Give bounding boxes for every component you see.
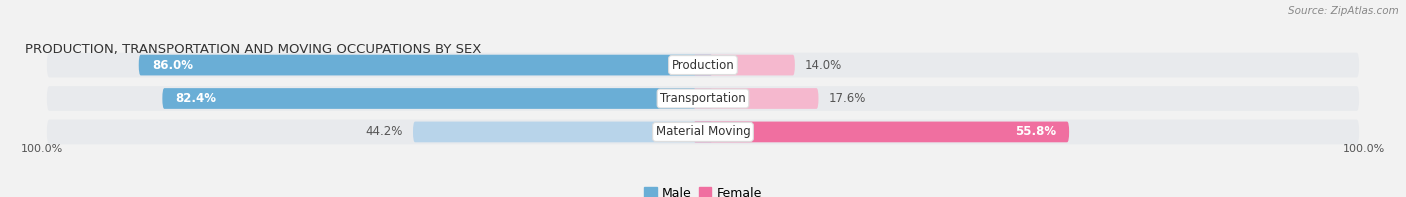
Text: 55.8%: 55.8%: [1015, 125, 1056, 138]
Legend: Male, Female: Male, Female: [640, 182, 766, 197]
FancyBboxPatch shape: [139, 55, 713, 75]
Text: 82.4%: 82.4%: [176, 92, 217, 105]
Text: 86.0%: 86.0%: [152, 59, 193, 72]
FancyBboxPatch shape: [413, 122, 713, 142]
Text: 100.0%: 100.0%: [21, 144, 63, 154]
FancyBboxPatch shape: [162, 88, 713, 109]
FancyBboxPatch shape: [693, 88, 818, 109]
Text: 14.0%: 14.0%: [804, 59, 842, 72]
FancyBboxPatch shape: [46, 86, 1360, 111]
FancyBboxPatch shape: [693, 122, 1069, 142]
Text: PRODUCTION, TRANSPORTATION AND MOVING OCCUPATIONS BY SEX: PRODUCTION, TRANSPORTATION AND MOVING OC…: [25, 43, 481, 56]
FancyBboxPatch shape: [46, 120, 1360, 144]
FancyBboxPatch shape: [46, 53, 1360, 77]
Text: 44.2%: 44.2%: [366, 125, 404, 138]
Text: 100.0%: 100.0%: [1343, 144, 1385, 154]
Text: Production: Production: [672, 59, 734, 72]
Text: Material Moving: Material Moving: [655, 125, 751, 138]
FancyBboxPatch shape: [693, 55, 794, 75]
Text: 17.6%: 17.6%: [828, 92, 866, 105]
Text: Source: ZipAtlas.com: Source: ZipAtlas.com: [1288, 6, 1399, 16]
Text: Transportation: Transportation: [661, 92, 745, 105]
